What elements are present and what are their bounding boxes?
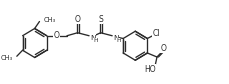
Text: O: O <box>160 44 166 53</box>
Text: N: N <box>90 35 95 41</box>
Text: O: O <box>74 15 80 24</box>
Text: H: H <box>115 38 120 43</box>
Text: Cl: Cl <box>152 29 160 38</box>
Text: O: O <box>53 31 59 40</box>
Text: CH₃: CH₃ <box>1 55 13 61</box>
Text: CH₃: CH₃ <box>43 17 55 24</box>
Text: S: S <box>98 15 103 24</box>
Text: H: H <box>93 38 97 43</box>
Text: HO: HO <box>144 65 155 74</box>
Text: N: N <box>113 35 118 41</box>
